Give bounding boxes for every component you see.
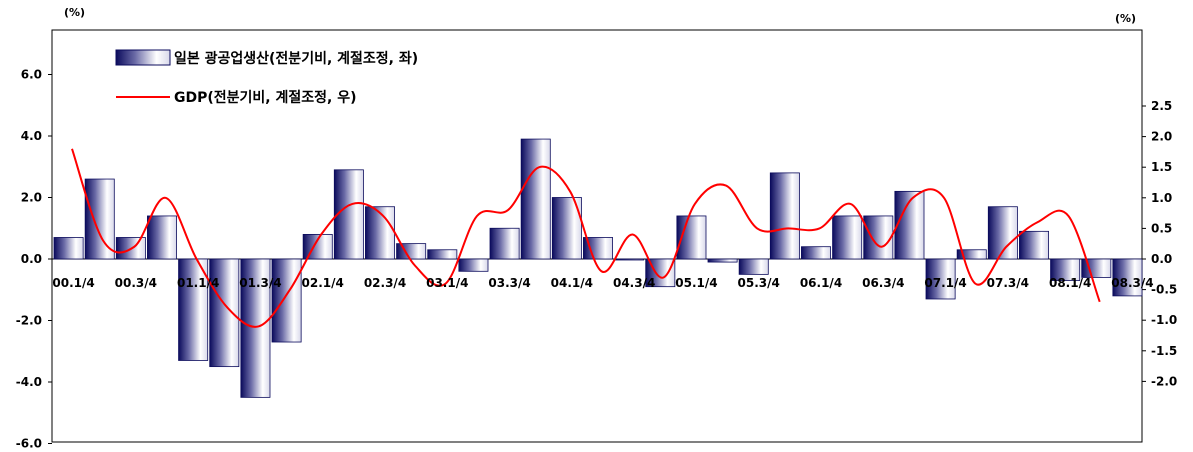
legend-item-bar: 일본 광공업생산(전분기비, 계절조정, 좌) bbox=[116, 50, 418, 67]
right-tick-label: 1.5 bbox=[1151, 160, 1172, 174]
left-tick-label: 2.0 bbox=[21, 191, 42, 205]
bar-03.1/4 bbox=[428, 250, 457, 259]
legend-label-line: GDP(전분기비, 계절조정, 우) bbox=[174, 89, 356, 106]
right-tick-label: 0.0 bbox=[1151, 252, 1172, 266]
bar-03.4/4 bbox=[521, 139, 550, 259]
left-axis-unit: (%) bbox=[64, 6, 85, 19]
right-tick-label: -2.0 bbox=[1151, 374, 1177, 388]
left-tick-label: -4.0 bbox=[16, 375, 42, 389]
right-tick-label: -1.0 bbox=[1151, 313, 1177, 327]
x-tick-label: 01.1/4 bbox=[177, 276, 219, 290]
bar-05.4/4 bbox=[770, 173, 799, 259]
x-tick-label: 00.3/4 bbox=[115, 276, 157, 290]
left-tick-label: -6.0 bbox=[16, 437, 42, 451]
bar-05.2/4 bbox=[708, 259, 737, 262]
x-tick-label: 05.3/4 bbox=[738, 276, 780, 290]
x-tick-label: 07.3/4 bbox=[987, 276, 1029, 290]
right-tick-label: -0.5 bbox=[1151, 283, 1177, 297]
x-tick-label: 02.1/4 bbox=[302, 276, 344, 290]
x-tick-label: 04.1/4 bbox=[551, 276, 593, 290]
x-tick-label: 00.1/4 bbox=[52, 276, 94, 290]
x-tick-label: 08.1/4 bbox=[1049, 276, 1091, 290]
x-tick-label: 08.3/4 bbox=[1111, 276, 1153, 290]
bar-06.2/4 bbox=[833, 216, 862, 259]
bar-03.2/4 bbox=[459, 259, 488, 271]
bar-00.2/4 bbox=[85, 179, 114, 259]
right-tick-label: 2.0 bbox=[1151, 130, 1172, 144]
bar-06.1/4 bbox=[801, 247, 830, 259]
right-axis-unit: (%) bbox=[1115, 12, 1136, 25]
x-tick-label: 06.1/4 bbox=[800, 276, 842, 290]
left-tick-label: 0.0 bbox=[21, 252, 42, 266]
legend-bar-swatch bbox=[116, 50, 170, 65]
right-tick-label: 0.5 bbox=[1151, 221, 1172, 235]
left-tick-label: 6.0 bbox=[21, 68, 42, 82]
bar-02.4/4 bbox=[397, 244, 426, 259]
left-tick-label: -2.0 bbox=[16, 314, 42, 328]
bar-06.3/4 bbox=[864, 216, 893, 259]
bar-00.4/4 bbox=[147, 216, 176, 259]
left-tick-label: 4.0 bbox=[21, 129, 42, 143]
x-tick-label: 04.3/4 bbox=[613, 276, 655, 290]
bar-04.3/4 bbox=[615, 259, 644, 260]
x-tick-label: 07.1/4 bbox=[924, 276, 966, 290]
bar-01.1/4 bbox=[179, 259, 208, 360]
bar-02.3/4 bbox=[365, 207, 394, 259]
bar-01.4/4 bbox=[272, 259, 301, 342]
x-tick-label: 03.3/4 bbox=[488, 276, 530, 290]
x-tick-label: 01.3/4 bbox=[239, 276, 281, 290]
right-tick-label: 1.0 bbox=[1151, 191, 1172, 205]
bar-03.3/4 bbox=[490, 228, 519, 259]
bar-05.3/4 bbox=[739, 259, 768, 274]
x-tick-label: 05.1/4 bbox=[675, 276, 717, 290]
x-tick-label: 02.3/4 bbox=[364, 276, 406, 290]
x-tick-label: 03.1/4 bbox=[426, 276, 468, 290]
right-tick-label: 2.5 bbox=[1151, 99, 1172, 113]
right-tick-label: -1.5 bbox=[1151, 344, 1177, 358]
bar-00.1/4 bbox=[54, 237, 83, 259]
bar-07.4/4 bbox=[1019, 231, 1048, 259]
x-tick-label: 06.3/4 bbox=[862, 276, 904, 290]
legend-label-bar: 일본 광공업생산(전분기비, 계절조정, 좌) bbox=[174, 50, 418, 67]
